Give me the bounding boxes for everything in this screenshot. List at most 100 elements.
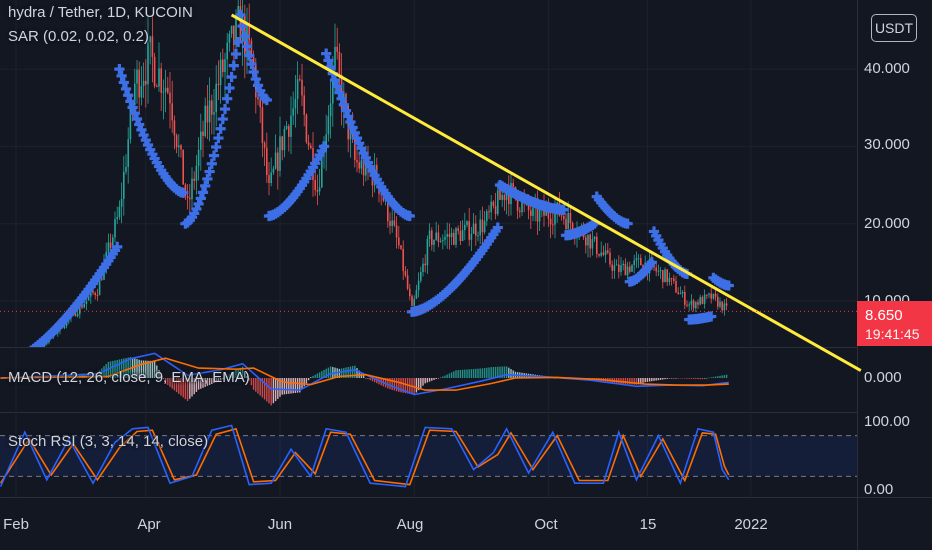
macd-histogram-bar — [167, 378, 169, 386]
macd-histogram-bar — [142, 360, 145, 378]
candle-body — [690, 300, 693, 305]
macd-histogram-bar — [340, 368, 343, 378]
candle-body — [217, 83, 220, 86]
macd-histogram-bar — [134, 358, 136, 378]
macd-histogram-bar — [404, 378, 407, 394]
candle-body — [402, 248, 404, 272]
candle-body — [413, 298, 415, 306]
macd-histogram-bar — [354, 365, 356, 378]
sar-dot — [723, 280, 734, 291]
candle-body — [446, 234, 448, 237]
macd-histogram-bar — [239, 367, 242, 378]
macd-histogram-bar — [640, 378, 642, 384]
candle-body — [228, 33, 231, 43]
candle-body — [532, 207, 534, 216]
candle-body — [433, 239, 435, 245]
sar-dot — [343, 111, 354, 122]
macd-histogram-bar — [653, 378, 655, 381]
macd-histogram-bar — [435, 378, 437, 380]
sar-dot — [246, 59, 257, 70]
candle-body — [723, 303, 726, 311]
macd-histogram-bar — [195, 378, 198, 392]
macd-histogram-bar — [433, 378, 435, 380]
candle-body — [182, 149, 184, 185]
macd-histogram-bar — [494, 366, 497, 378]
macd-histogram-bar — [270, 378, 272, 406]
candle-body — [9, 356, 11, 357]
candle-body — [503, 194, 506, 201]
candle-body — [725, 303, 728, 306]
candle-body — [81, 304, 83, 308]
y-tick-label: 30.000 — [864, 136, 910, 153]
macd-histogram-bar — [470, 369, 473, 378]
candle-body — [450, 232, 453, 238]
macd-histogram-bar — [345, 367, 347, 378]
macd-histogram-bar — [105, 364, 107, 378]
macd-histogram-bar — [679, 378, 682, 379]
y-tick-label: 20.000 — [864, 215, 910, 232]
macd-histogram-bar — [706, 378, 708, 379]
candle-body — [404, 271, 407, 276]
macd-histogram-bar — [631, 378, 633, 385]
macd-histogram-bar — [637, 378, 640, 385]
candle-body — [629, 266, 631, 272]
macd-histogram-bar — [655, 378, 657, 381]
macd-histogram-bar — [461, 369, 464, 378]
sar-dot — [347, 122, 358, 133]
candle-body — [246, 24, 248, 57]
candle-body — [703, 294, 706, 304]
candle-body — [508, 190, 510, 205]
candle-body — [435, 232, 437, 240]
candle-body — [37, 350, 39, 351]
candle-body — [20, 354, 22, 355]
candle-body — [160, 68, 162, 93]
macd-histogram-bar — [285, 378, 288, 395]
candle-body — [457, 228, 459, 231]
candle-body — [22, 354, 24, 355]
candle-body — [13, 355, 15, 356]
sar-dot — [127, 102, 138, 113]
candle-body — [657, 270, 660, 272]
macd-histogram-bar — [446, 374, 448, 378]
candle-body — [292, 108, 294, 116]
candle-body — [439, 241, 442, 243]
candle-body — [153, 56, 156, 87]
candle-body — [527, 200, 530, 211]
candle-body — [294, 98, 297, 109]
candle-body — [261, 107, 264, 143]
macd-histogram-bar — [246, 375, 248, 378]
macd-histogram-bar — [98, 370, 101, 378]
currency-button[interactable]: USDT — [871, 14, 917, 42]
candle-body — [686, 304, 688, 306]
macd-histogram-bar — [118, 359, 121, 378]
candle-body — [268, 175, 270, 183]
sar-dot — [211, 141, 222, 153]
macd-histogram-bar — [719, 375, 721, 378]
macd-histogram-bar — [68, 374, 70, 378]
candle-body — [591, 239, 594, 249]
sar-dot — [224, 82, 235, 94]
sar-dot — [233, 36, 244, 48]
candle-body — [26, 354, 28, 355]
macd-histogram-bar — [477, 368, 479, 378]
candle-body — [299, 79, 301, 81]
candle-body — [307, 142, 310, 146]
macd-histogram-bar — [389, 378, 391, 390]
macd-histogram-bar — [145, 360, 147, 378]
candle-body — [459, 230, 462, 241]
macd-histogram-bar — [189, 378, 191, 399]
candle-body — [327, 116, 330, 135]
candle-body — [635, 258, 638, 261]
candle-body — [125, 166, 127, 172]
candle-body — [442, 239, 444, 242]
macd-histogram-bar — [664, 378, 666, 380]
macd-histogram-bar — [307, 378, 310, 381]
candle-body — [395, 225, 398, 238]
candle-body — [501, 194, 503, 200]
candle-body — [33, 352, 35, 354]
macd-histogram-bar — [329, 366, 332, 378]
candle-body — [274, 152, 277, 169]
macd-line — [0, 352, 729, 396]
candle-body — [596, 236, 598, 255]
